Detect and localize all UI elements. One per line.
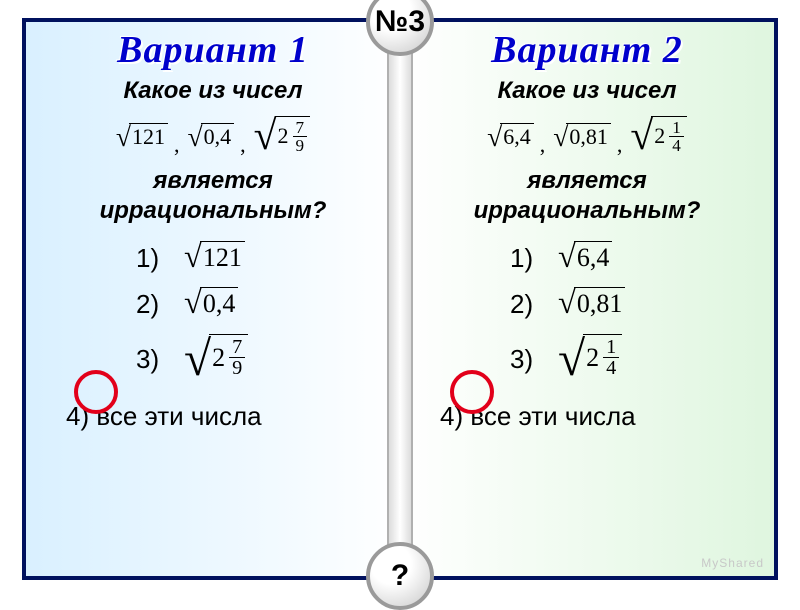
sqrt-expr: √6,4	[487, 123, 534, 151]
sqrt-mixed-expr: √214	[630, 116, 687, 158]
variant-2-prompt-2: является иррациональным?	[400, 166, 774, 226]
variant-1-prompt-1: Какое из чисел	[26, 76, 400, 106]
answer-1[interactable]: 1) √6,4	[510, 240, 774, 276]
sqrt-expr: √0,81	[553, 123, 611, 151]
variant-1-title: Вариант 1	[26, 28, 400, 72]
answer-4[interactable]: 4) все эти числа	[66, 398, 400, 434]
answer-3[interactable]: 3) √279	[136, 332, 400, 386]
sqrt-expr: √121	[184, 241, 245, 274]
page-number-text: №3	[375, 5, 425, 39]
answer-3[interactable]: 3) √214	[510, 332, 774, 386]
sqrt-mixed-expr: √214	[558, 334, 622, 383]
answer-2[interactable]: 2) √0,4	[136, 286, 400, 322]
sqrt-mixed-expr: √279	[254, 116, 311, 158]
variant-1-expressions: √121, √0,4, √279	[26, 116, 400, 158]
sqrt-expr: √0,81	[558, 287, 625, 320]
selection-marker-left	[74, 370, 118, 414]
variant-2-expressions: √6,4, √0,81, √214	[400, 116, 774, 158]
variant-2-panel: Вариант 2 Какое из чисел √6,4, √0,81, √2…	[400, 22, 774, 576]
variant-1-prompt-2: является иррациональным?	[26, 166, 400, 226]
answer-1[interactable]: 1) √121	[136, 240, 400, 276]
help-icon: ?	[391, 559, 409, 593]
variant-2-prompt-1: Какое из чисел	[400, 76, 774, 106]
watermark: MyShared	[701, 556, 764, 570]
variant-1-panel: Вариант 1 Какое из чисел √121, √0,4, √27…	[26, 22, 400, 576]
answer-2[interactable]: 2) √0,81	[510, 286, 774, 322]
vertical-divider	[387, 22, 413, 576]
sqrt-mixed-expr: √279	[184, 334, 248, 383]
slide-frame: Вариант 1 Какое из чисел √121, √0,4, √27…	[22, 18, 778, 580]
sqrt-expr: √0,4	[184, 287, 238, 320]
selection-marker-right	[450, 370, 494, 414]
variant-2-title: Вариант 2	[400, 28, 774, 72]
sqrt-expr: √121	[116, 123, 168, 151]
sqrt-expr: √0,4	[187, 123, 234, 151]
sqrt-expr: √6,4	[558, 241, 612, 274]
